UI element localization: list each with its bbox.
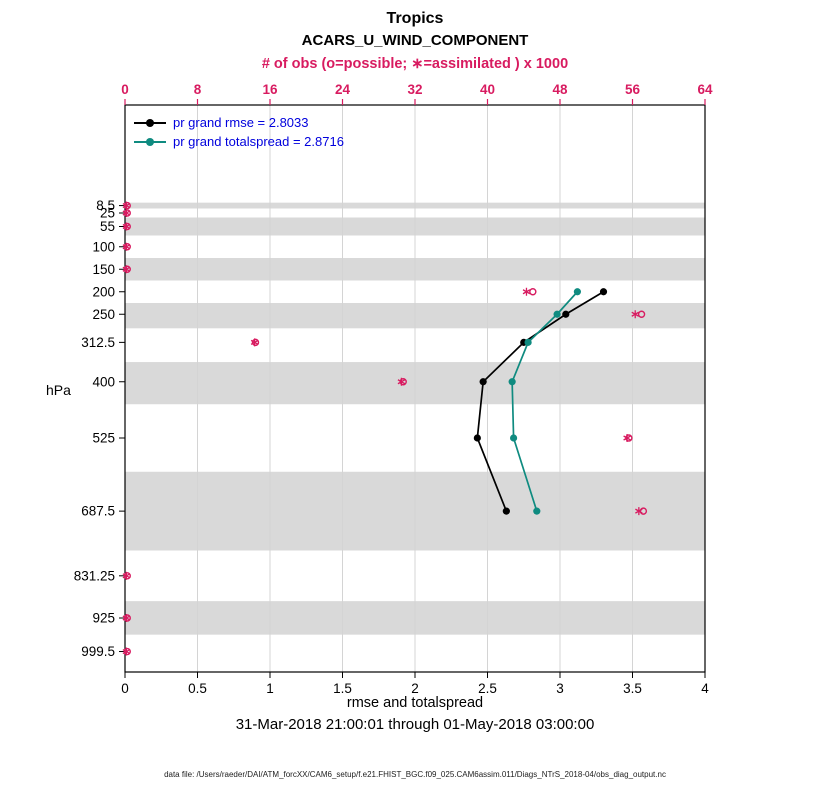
bottom-axis-label: rmse and totalspread	[346, 695, 484, 711]
svg-text:1: 1	[266, 681, 274, 696]
legend-entry-totalspread: pr grand totalspread = 2.8716	[134, 132, 344, 151]
svg-text:0: 0	[121, 681, 129, 696]
svg-text:2.5: 2.5	[478, 681, 497, 696]
data-file-path: data file: /Users/raeder/DAI/ATM_forcXX/…	[164, 770, 666, 779]
svg-text:32: 32	[407, 82, 422, 97]
svg-text:40: 40	[480, 82, 495, 97]
legend-marker-dot	[146, 118, 154, 127]
svg-text:1.5: 1.5	[333, 681, 352, 696]
y-axis-label: hPa	[46, 382, 71, 398]
plot-variable-title: ACARS_U_WIND_COMPONENT	[301, 32, 529, 49]
svg-text:831.25: 831.25	[74, 568, 115, 583]
legend-line-sample-rmse	[134, 118, 166, 127]
svg-text:925: 925	[92, 611, 115, 626]
svg-text:4: 4	[701, 681, 709, 696]
svg-text:400: 400	[92, 374, 115, 389]
legend-line-sample-totalspread	[134, 137, 166, 146]
svg-text:0: 0	[121, 82, 129, 97]
plot-region-title: Tropics	[386, 10, 444, 27]
svg-text:64: 64	[697, 82, 713, 97]
date-range: 31-Mar-2018 21:00:01 through 01-May-2018…	[235, 716, 595, 733]
legend: pr grand rmse = 2.8033 pr grand totalspr…	[134, 113, 344, 151]
svg-text:687.5: 687.5	[81, 504, 115, 519]
svg-text:312.5: 312.5	[81, 335, 115, 350]
svg-text:24: 24	[335, 82, 351, 97]
svg-text:8: 8	[194, 82, 202, 97]
svg-text:0.5: 0.5	[188, 681, 207, 696]
svg-text:25: 25	[100, 206, 115, 221]
svg-text:56: 56	[625, 82, 641, 97]
legend-entry-rmse: pr grand rmse = 2.8033	[134, 113, 344, 132]
svg-text:100: 100	[92, 239, 115, 254]
gridlines	[197, 105, 633, 672]
svg-text:3: 3	[556, 681, 564, 696]
bottom-axis: 0 0.5 1 1.5 2 2.5 3 3.5 4	[121, 672, 709, 696]
svg-text:8.5: 8.5	[96, 198, 115, 213]
svg-text:525: 525	[92, 431, 115, 446]
series-pr-grand-totalspread	[508, 288, 582, 515]
obs-count-markers	[122, 201, 648, 656]
top-axis-label: # of obs (o=possible; ∗=assimilated ) x …	[261, 56, 569, 72]
svg-text:16: 16	[262, 82, 278, 97]
top-axis: 0 8 16 24 32 40 48 56 64	[121, 82, 713, 105]
legend-marker-dot	[146, 137, 154, 146]
legend-label-rmse: pr grand rmse = 2.8033	[173, 115, 309, 130]
svg-text:48: 48	[552, 82, 568, 97]
legend-label-totalspread: pr grand totalspread = 2.8716	[173, 134, 344, 149]
svg-text:150: 150	[92, 262, 115, 277]
svg-text:3.5: 3.5	[623, 681, 642, 696]
svg-text:999.5: 999.5	[81, 644, 115, 659]
svg-text:2: 2	[411, 681, 419, 696]
svg-text:200: 200	[92, 284, 115, 299]
svg-text:55: 55	[100, 219, 115, 234]
svg-text:250: 250	[92, 307, 115, 322]
